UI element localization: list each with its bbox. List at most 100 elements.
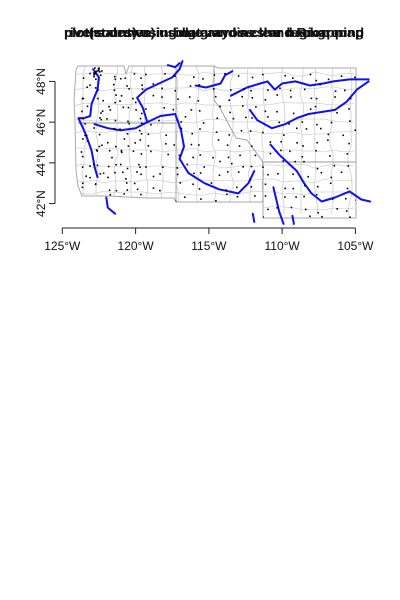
county-point — [316, 167, 319, 170]
county-point — [198, 110, 201, 112]
county-point — [108, 216, 111, 218]
county-point — [329, 182, 332, 185]
county-point — [212, 211, 214, 214]
county-point — [114, 215, 117, 218]
county-point — [189, 85, 192, 87]
county-point — [349, 97, 352, 100]
county-point — [120, 149, 123, 152]
county-point — [264, 99, 267, 101]
county-point — [190, 109, 193, 111]
county-point — [125, 223, 127, 225]
county-point — [93, 127, 95, 129]
county-boundary — [74, 118, 354, 124]
county-point — [173, 144, 175, 146]
county-point — [94, 72, 96, 74]
county-point — [165, 143, 167, 145]
county-point — [119, 128, 121, 130]
county-point — [245, 221, 247, 223]
county-point — [249, 178, 251, 181]
county-point — [147, 145, 150, 147]
county-point — [317, 185, 319, 188]
county-point — [113, 89, 116, 91]
county-point — [81, 97, 84, 100]
county-point — [224, 72, 226, 75]
county-point — [292, 187, 295, 190]
county-boundary — [143, 66, 149, 215]
county-point — [97, 68, 100, 70]
county-point — [292, 112, 295, 115]
county-point — [128, 122, 130, 125]
county-point — [82, 97, 85, 100]
county-point — [330, 121, 333, 124]
county-point — [214, 95, 217, 98]
county-point — [80, 199, 82, 202]
county-point — [162, 166, 164, 168]
county-point — [140, 133, 143, 135]
county-point — [150, 123, 152, 126]
county-point — [346, 187, 349, 190]
county-point — [145, 108, 147, 110]
county-point — [320, 127, 322, 130]
county-point — [186, 163, 189, 166]
county-point — [98, 67, 100, 69]
county-point — [152, 187, 155, 189]
county-point — [86, 198, 89, 200]
county-point — [136, 171, 138, 173]
county-point — [303, 88, 306, 91]
county-point — [140, 173, 142, 176]
county-point — [188, 211, 190, 213]
county-point — [101, 70, 103, 72]
county-point — [336, 208, 338, 210]
county-point — [152, 94, 155, 97]
plot-title-layer-3: rivers drawn in blue across the region m… — [64, 25, 364, 40]
county-point — [290, 206, 293, 209]
county-point — [250, 165, 253, 168]
county-boundary — [74, 86, 355, 92]
county-boundary — [128, 66, 134, 215]
y-tick-label: 44°N — [34, 149, 48, 176]
county-point — [152, 83, 155, 85]
county-point — [93, 72, 95, 74]
county-point — [89, 165, 91, 167]
county-boundary — [113, 66, 119, 215]
county-point — [245, 116, 247, 119]
county-point — [310, 97, 313, 100]
county-point — [125, 178, 127, 180]
county-point — [86, 86, 88, 88]
county-point — [107, 141, 109, 144]
county-point — [163, 220, 165, 222]
county-point — [329, 155, 331, 157]
county-point — [250, 89, 252, 92]
county-point — [289, 89, 292, 92]
county-point — [114, 75, 116, 78]
county-boundary — [299, 66, 305, 214]
county-point — [185, 220, 187, 222]
county-point — [241, 95, 243, 98]
county-point — [359, 167, 361, 169]
county-point — [231, 162, 233, 165]
county-point — [262, 216, 264, 218]
county-point — [126, 85, 128, 87]
county-point — [177, 98, 179, 100]
county-point — [176, 173, 179, 176]
river-line — [93, 121, 149, 132]
plot-title-layer-1: plot(states) using data and a clear back… — [64, 25, 364, 40]
county-point — [114, 119, 117, 122]
y-axis: 42°N 44°N 46°N 48°N — [34, 68, 56, 217]
county-point — [301, 156, 304, 158]
county-point — [239, 207, 242, 209]
county-point — [264, 110, 267, 113]
county-point — [334, 96, 336, 98]
county-point — [192, 183, 194, 186]
county-point — [242, 166, 244, 168]
county-point — [344, 89, 346, 92]
county-point — [134, 142, 136, 144]
county-point — [184, 116, 187, 118]
county-point — [111, 156, 113, 159]
county-point — [295, 196, 297, 198]
county-point — [269, 152, 272, 155]
county-point — [254, 195, 256, 197]
county-point — [125, 182, 128, 184]
county-point — [139, 117, 142, 120]
county-point — [251, 145, 253, 148]
